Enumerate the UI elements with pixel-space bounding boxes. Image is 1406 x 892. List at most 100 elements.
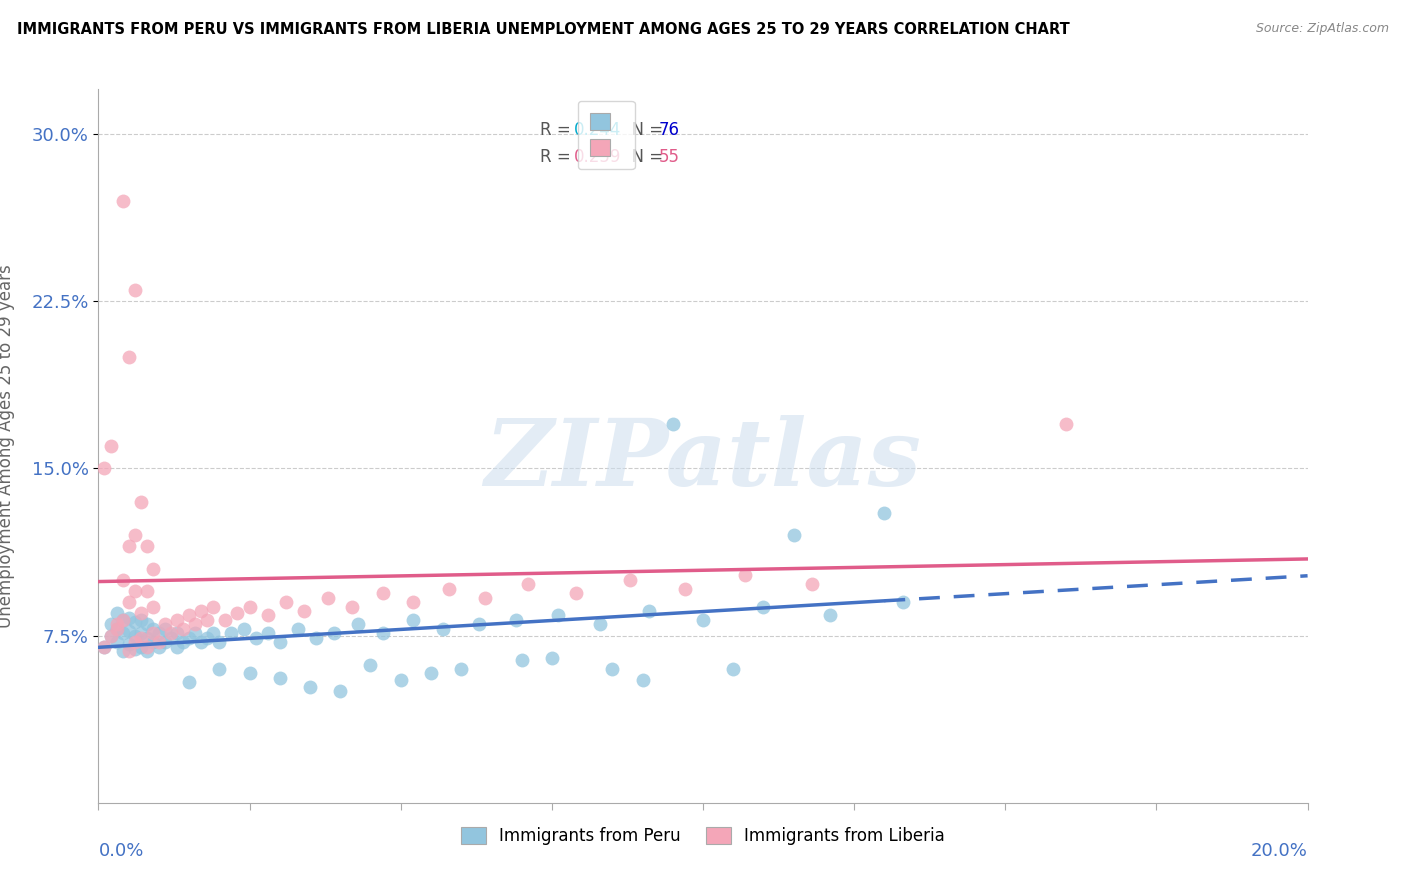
Point <box>166 640 188 654</box>
Point <box>148 635 170 649</box>
Point <box>292 604 315 618</box>
Point <box>129 631 152 645</box>
Point <box>371 626 394 640</box>
Point <box>93 461 115 475</box>
Point <box>100 628 122 642</box>
Point <box>873 506 896 520</box>
Point <box>269 635 291 649</box>
Point <box>239 666 262 681</box>
Point <box>540 651 562 665</box>
Point <box>269 671 291 685</box>
Point <box>118 350 141 364</box>
Point <box>437 582 460 596</box>
Point <box>124 528 146 542</box>
Point <box>111 626 134 640</box>
Point <box>510 653 533 667</box>
Point <box>589 617 612 632</box>
Point <box>818 608 841 623</box>
Point <box>105 617 128 632</box>
Text: R =: R = <box>540 120 576 138</box>
Point <box>305 631 328 645</box>
Point <box>347 617 370 632</box>
Point <box>118 539 141 553</box>
Point <box>195 613 218 627</box>
Point <box>256 626 278 640</box>
Point <box>105 622 128 636</box>
Point <box>190 604 212 618</box>
Point <box>142 635 165 649</box>
Point <box>723 662 745 676</box>
Point <box>179 675 201 690</box>
Point <box>129 607 152 621</box>
Point <box>692 613 714 627</box>
Point <box>124 283 146 297</box>
Point <box>93 640 115 654</box>
Text: 20.0%: 20.0% <box>1251 842 1308 860</box>
Point <box>287 622 309 636</box>
Point <box>299 680 322 694</box>
Text: R =: R = <box>540 148 576 166</box>
Point <box>105 607 128 621</box>
Text: N =: N = <box>621 120 668 138</box>
Text: 0.259: 0.259 <box>574 148 621 166</box>
Point <box>135 644 157 658</box>
Point <box>619 573 641 587</box>
Point <box>800 577 823 591</box>
Point <box>105 635 128 649</box>
Point <box>547 608 569 623</box>
Point <box>148 640 170 654</box>
Point <box>202 626 225 640</box>
Point <box>637 604 659 618</box>
Point <box>142 599 165 614</box>
Point <box>135 640 157 654</box>
Point <box>129 613 152 627</box>
Point <box>226 607 249 621</box>
Point <box>450 662 472 676</box>
Point <box>891 595 914 609</box>
Point <box>105 622 128 636</box>
Point <box>124 642 146 657</box>
Point <box>184 626 207 640</box>
Point <box>342 599 364 614</box>
Point <box>111 644 134 658</box>
Text: N =: N = <box>621 148 668 166</box>
Point <box>93 640 115 654</box>
Point <box>135 617 157 632</box>
Point <box>274 595 297 609</box>
Point <box>124 615 146 630</box>
Point <box>208 635 231 649</box>
Point <box>135 583 157 598</box>
Point <box>179 631 201 645</box>
Point <box>432 622 454 636</box>
Point <box>474 591 496 605</box>
Point <box>111 613 134 627</box>
Point <box>135 539 157 553</box>
Point <box>160 626 183 640</box>
Point <box>360 657 382 672</box>
Point <box>329 684 352 698</box>
Point <box>783 528 806 542</box>
Point <box>124 583 146 598</box>
Point <box>221 626 243 640</box>
Point <box>111 613 134 627</box>
Point <box>118 644 141 658</box>
Point <box>118 637 141 651</box>
Point <box>239 599 262 614</box>
Point <box>118 595 141 609</box>
Point <box>129 626 152 640</box>
Text: 76: 76 <box>658 120 679 138</box>
Text: 0.244: 0.244 <box>574 120 621 138</box>
Point <box>148 626 170 640</box>
Point <box>124 628 146 642</box>
Point <box>468 617 491 632</box>
Point <box>153 635 176 649</box>
Point <box>179 608 201 623</box>
Point <box>371 586 394 600</box>
Point <box>602 662 624 676</box>
Point <box>172 635 194 649</box>
Point <box>214 613 236 627</box>
Point <box>118 624 141 639</box>
Point <box>420 666 443 681</box>
Point <box>565 586 588 600</box>
Point <box>195 631 218 645</box>
